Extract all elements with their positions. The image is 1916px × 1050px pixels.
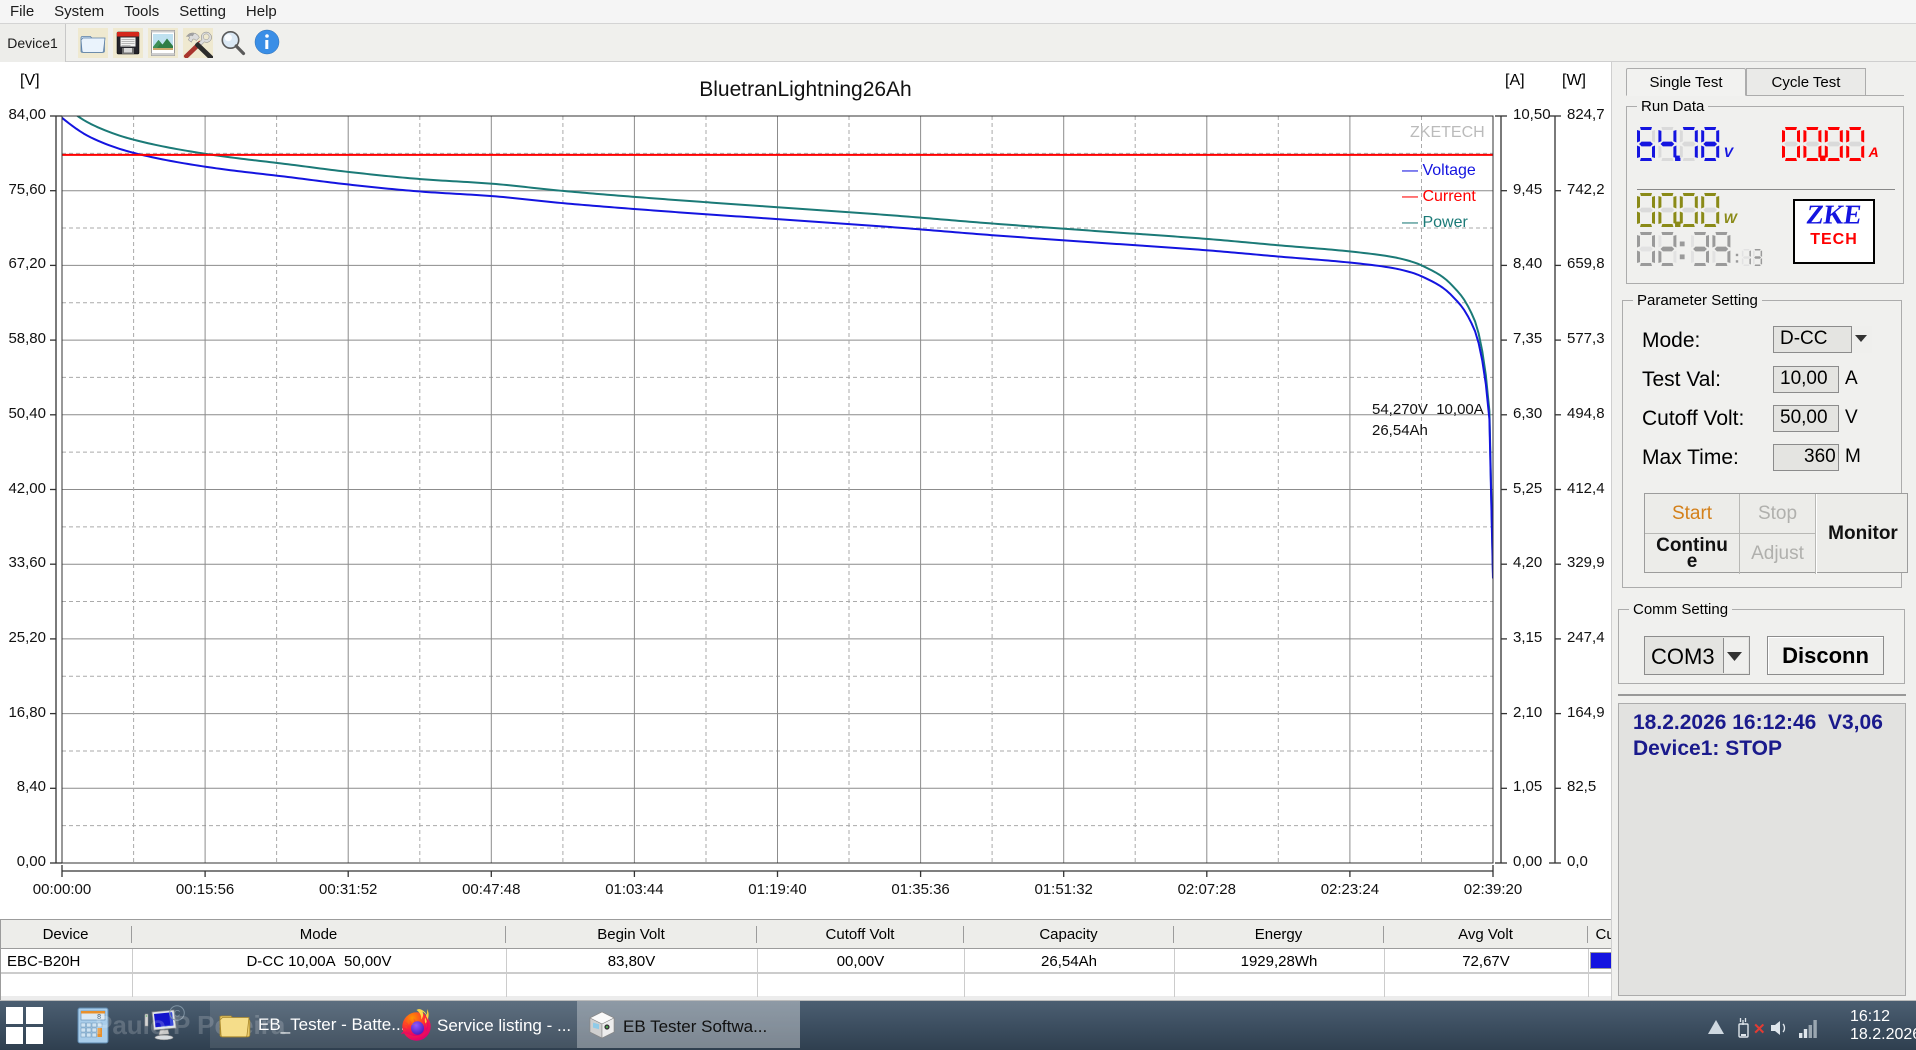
svg-text:✕: ✕ bbox=[1753, 1021, 1765, 1038]
svg-text:A: A bbox=[1868, 144, 1879, 160]
svg-text:V: V bbox=[1724, 144, 1735, 160]
svg-text:W: W bbox=[1724, 210, 1739, 226]
